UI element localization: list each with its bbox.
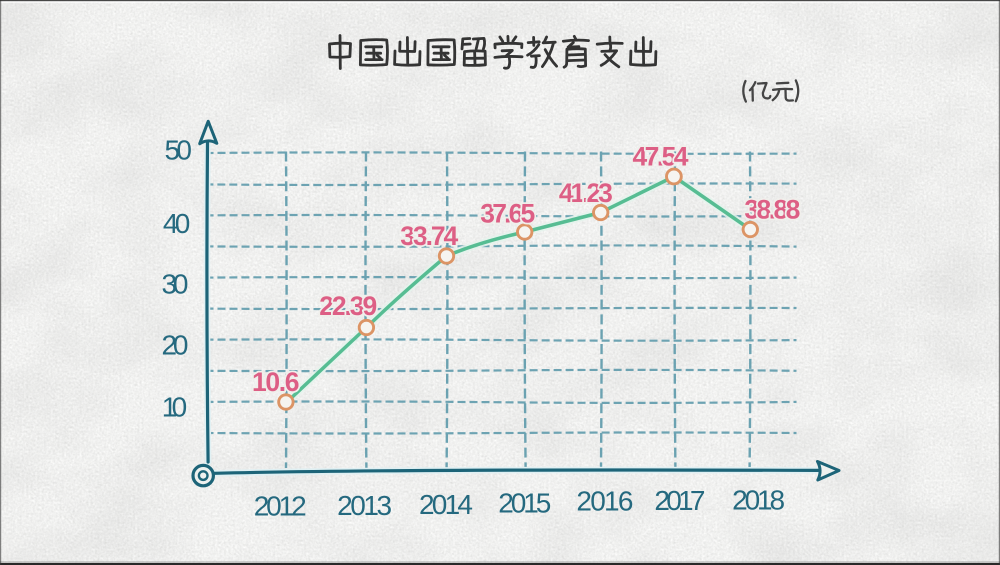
svg-text:2016: 2016 bbox=[576, 486, 633, 517]
svg-text:10: 10 bbox=[162, 392, 188, 423]
svg-text:47.54: 47.54 bbox=[633, 142, 689, 172]
svg-text:41.23: 41.23 bbox=[559, 178, 613, 208]
svg-text:2014: 2014 bbox=[419, 489, 473, 520]
svg-text:2012: 2012 bbox=[254, 491, 307, 522]
svg-text:50: 50 bbox=[164, 135, 192, 166]
svg-text:2015: 2015 bbox=[498, 488, 551, 519]
svg-text:33.74: 33.74 bbox=[400, 221, 458, 251]
svg-text:2013: 2013 bbox=[337, 490, 392, 521]
svg-text:2017: 2017 bbox=[654, 485, 705, 516]
svg-text:2018: 2018 bbox=[732, 485, 785, 516]
svg-text:20: 20 bbox=[162, 330, 189, 361]
svg-text:10.6: 10.6 bbox=[252, 367, 300, 397]
svg-text:40: 40 bbox=[163, 208, 191, 239]
svg-text:22.39: 22.39 bbox=[319, 291, 377, 321]
svg-text:30: 30 bbox=[162, 269, 189, 300]
svg-text:38.88: 38.88 bbox=[744, 195, 800, 225]
svg-text:37.65: 37.65 bbox=[480, 199, 535, 229]
